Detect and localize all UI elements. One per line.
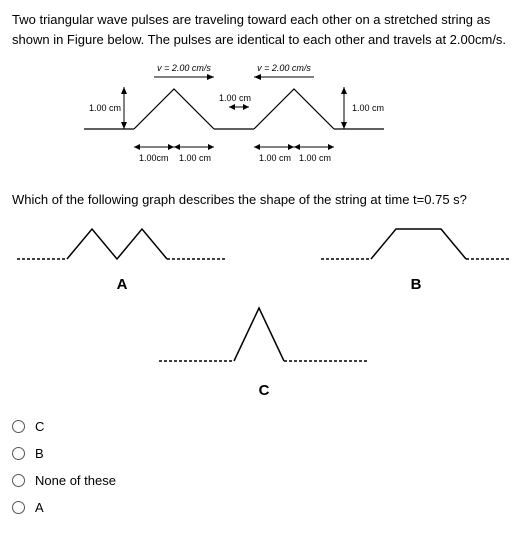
- main-pulse-figure: v = 2.00 cm/s v = 2.00 cm/s 1.00 cm 1.00…: [12, 59, 516, 179]
- intro-text: Two triangular wave pulses are traveling…: [12, 10, 516, 49]
- radio-icon: [12, 474, 25, 487]
- radio-icon: [12, 501, 25, 514]
- question-text: Which of the following graph describes t…: [12, 192, 516, 207]
- v-left-label: v = 2.00 cm/s: [157, 63, 211, 73]
- option-c: C: [154, 303, 374, 399]
- radio-option-none[interactable]: None of these: [12, 473, 516, 488]
- dim4: 1.00 cm: [299, 153, 331, 163]
- radio-option-b[interactable]: B: [12, 446, 516, 461]
- amp-left: 1.00 cm: [89, 103, 121, 113]
- radio-label: B: [35, 446, 44, 461]
- radio-label: None of these: [35, 473, 116, 488]
- dim3: 1.00 cm: [259, 153, 291, 163]
- dim1: 1.00cm: [139, 153, 169, 163]
- radio-label: C: [35, 419, 44, 434]
- option-a-label: A: [12, 276, 232, 293]
- dim2: 1.00 cm: [179, 153, 211, 163]
- amp-right: 1.00 cm: [352, 103, 384, 113]
- option-b-label: B: [316, 276, 516, 293]
- v-right-label: v = 2.00 cm/s: [257, 63, 311, 73]
- amp-mid: 1.00 cm: [219, 93, 251, 103]
- radio-icon: [12, 420, 25, 433]
- radio-label: A: [35, 500, 44, 515]
- radio-icon: [12, 447, 25, 460]
- radio-option-c[interactable]: C: [12, 419, 516, 434]
- radio-option-a[interactable]: A: [12, 500, 516, 515]
- option-b: B: [316, 217, 516, 293]
- option-a: A: [12, 217, 232, 293]
- radio-group: C B None of these A: [12, 419, 516, 515]
- option-c-label: C: [154, 382, 374, 399]
